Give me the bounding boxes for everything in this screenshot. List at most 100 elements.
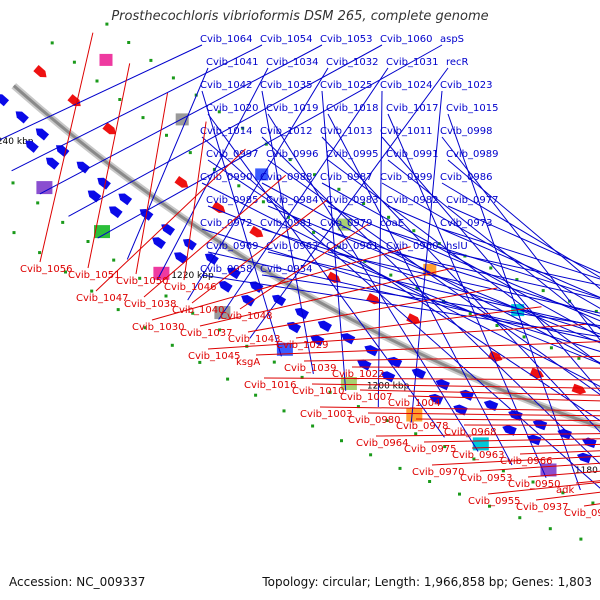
leader-line	[183, 121, 207, 281]
tick-mark	[288, 158, 292, 162]
tick-mark	[149, 58, 153, 62]
forward-gene-arrow	[118, 193, 133, 206]
tick-mark	[337, 187, 341, 191]
leader-line	[261, 90, 314, 374]
gene-label: Cvib_0953	[460, 473, 512, 484]
tick-mark	[591, 501, 595, 505]
gene-label: Cvib_0980	[348, 415, 400, 426]
tick-mark	[118, 98, 122, 101]
tick-mark	[531, 480, 535, 484]
leader-line	[255, 341, 600, 356]
forward-gene-arrow	[182, 238, 197, 251]
tick-mark	[112, 258, 116, 262]
gene-label: Cvib_1038	[124, 299, 176, 310]
forward-gene-arrow	[380, 371, 396, 383]
tick-mark	[495, 324, 499, 327]
gene-label: Cvib_1025	[320, 80, 372, 91]
gene-label: Cvib_1046	[164, 282, 216, 293]
reverse-gene-arrow	[102, 122, 116, 135]
gene-label: hslU	[446, 241, 468, 252]
gene-label: Cvib_1032	[326, 57, 378, 68]
kbp-tick-label: 1220 kbp	[171, 271, 214, 281]
gene-label: Cvib_1050	[116, 276, 168, 287]
leader-line	[207, 205, 600, 365]
arrow-shape	[294, 307, 309, 320]
leader-line	[207, 251, 600, 343]
leader-line	[247, 287, 498, 333]
leader-line	[375, 433, 600, 437]
arrow-shape	[174, 252, 188, 264]
arrow-shape	[45, 157, 60, 170]
arrow-shape	[161, 224, 176, 236]
leader-line	[249, 67, 449, 339]
arrow-shape	[76, 161, 91, 174]
tick-mark	[286, 215, 290, 219]
tick-mark	[165, 133, 168, 137]
gene-label: Cvib_0977	[446, 195, 498, 206]
gene-label: Cvib_0995	[326, 149, 378, 160]
forward-gene-arrow	[0, 93, 10, 107]
leader-line	[327, 251, 600, 314]
gene-label: Cvib_1004	[388, 398, 440, 409]
gene-label: Cvib_0950	[508, 479, 560, 490]
leader-line	[447, 159, 600, 290]
tick-mark	[398, 466, 402, 470]
gene-label: Cvib_0963	[452, 450, 504, 461]
tick-mark	[36, 201, 40, 205]
forward-gene-arrow	[218, 281, 233, 293]
leader-line	[218, 67, 389, 320]
arrow-shape	[108, 206, 123, 219]
gene-label: ksgA	[236, 357, 260, 368]
forward-gene-arrow	[502, 424, 517, 436]
tick-mark	[11, 181, 15, 185]
gene-label: Cvib_0970	[412, 467, 464, 478]
leader-line	[463, 424, 600, 426]
leader-line	[261, 228, 600, 335]
tick-mark	[489, 266, 493, 270]
tick-mark	[254, 393, 258, 397]
gene-label: coaE	[380, 218, 404, 229]
leader-line	[263, 377, 600, 381]
forward-gene-arrow	[161, 224, 176, 236]
tick-mark	[385, 419, 389, 422]
reverse-gene-arrow	[174, 175, 189, 188]
gene-label: Cvib_0955	[468, 496, 520, 507]
arrow-shape	[483, 400, 499, 411]
arrow-shape	[317, 320, 332, 332]
tick-mark	[170, 343, 174, 347]
gene-label: Cvib_1037	[180, 328, 232, 339]
arrow-shape	[218, 281, 233, 293]
leader-line	[387, 205, 600, 299]
leader-line	[135, 93, 168, 275]
leader-line	[423, 438, 600, 443]
tick-mark	[594, 309, 598, 313]
gene-label: Cvib_1054	[260, 34, 312, 45]
gene-label: Cvib_0937	[516, 502, 568, 513]
leader-line	[151, 246, 411, 321]
gene-label: Cvib_0982	[386, 195, 438, 206]
gene-label: Cvib_1019	[266, 103, 318, 114]
leader-line	[207, 113, 445, 438]
tick-mark	[191, 311, 195, 315]
leader-line	[191, 199, 328, 304]
tick-mark	[501, 469, 505, 473]
gene-label: Cvib_1053	[320, 34, 372, 45]
tick-mark	[105, 22, 109, 26]
tick-mark	[415, 286, 419, 290]
forward-gene-arrow	[271, 294, 287, 307]
leader-line	[143, 174, 287, 298]
tick-mark	[458, 492, 461, 496]
leader-line	[201, 228, 600, 352]
tick-mark	[389, 273, 393, 277]
leader-line	[201, 274, 600, 338]
tick-mark	[579, 537, 583, 541]
gene-label: Cvib_0983	[326, 195, 378, 206]
leader-line	[410, 90, 443, 423]
leader-line	[267, 205, 600, 344]
gene-label: Cvib_1020	[206, 103, 258, 114]
genome-title: Prosthecochloris vibrioformis DSM 265, c…	[111, 9, 489, 24]
feature-block	[276, 342, 293, 356]
feature-block	[337, 218, 351, 231]
tick-mark	[212, 167, 216, 171]
